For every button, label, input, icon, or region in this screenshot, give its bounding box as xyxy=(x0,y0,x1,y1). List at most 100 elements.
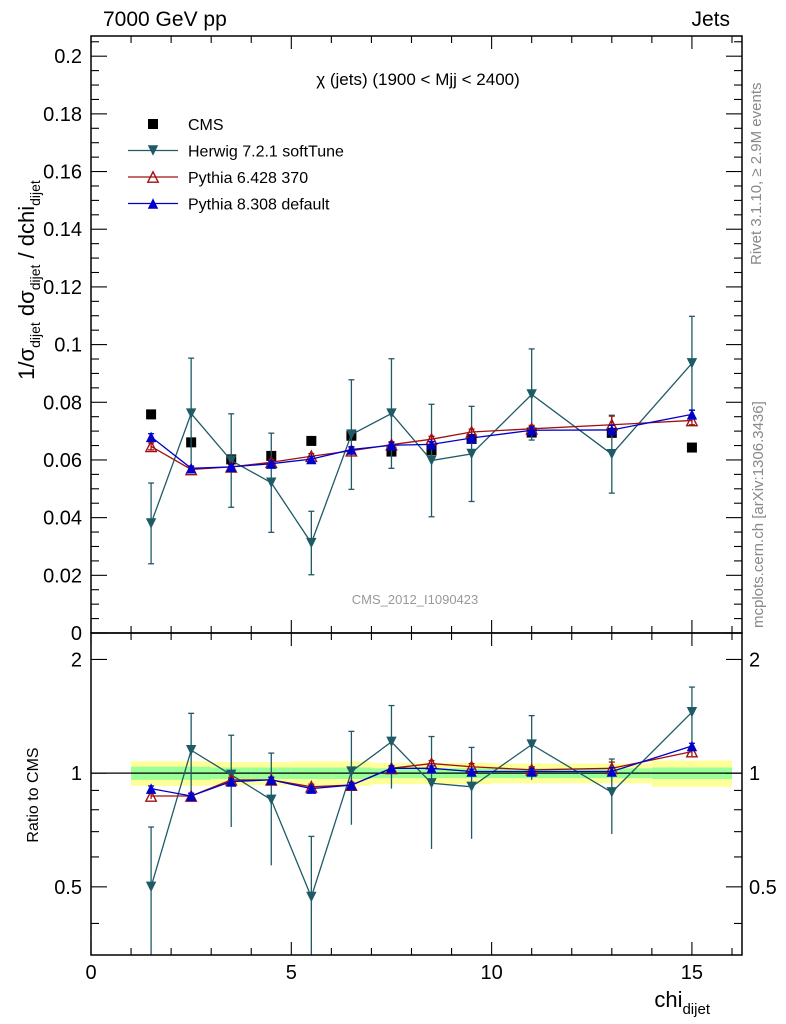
ratio-point xyxy=(266,794,277,806)
x-tick-label: 10 xyxy=(480,962,502,984)
data-point xyxy=(185,408,197,419)
ratio-point xyxy=(466,766,477,777)
data-point xyxy=(266,458,277,469)
ratio-series-pythia-8-308-default xyxy=(145,740,698,802)
legend-marker xyxy=(147,145,159,156)
y-tick-label: 0.16 xyxy=(43,162,82,184)
data-point xyxy=(146,409,157,420)
y-tick-label: 0.18 xyxy=(43,104,82,126)
ratio-point xyxy=(686,707,698,718)
data-point xyxy=(686,358,698,369)
ratio-series-herwig-7-2-1-softtune xyxy=(145,686,698,955)
y-tick-label: 0.06 xyxy=(43,450,82,472)
ratio-line xyxy=(150,711,693,899)
series-line xyxy=(150,413,693,469)
x-tick-label: 5 xyxy=(286,962,297,984)
ratio-point xyxy=(685,744,699,758)
ratio-tick-label-right: 2 xyxy=(749,649,760,671)
data-point xyxy=(426,455,437,466)
data-point xyxy=(386,408,397,419)
series-herwig-7-2-1-softtune xyxy=(145,315,698,576)
ratio-tick-label: 0.5 xyxy=(54,877,82,899)
y-tick-label: 0.2 xyxy=(54,46,82,68)
y-tick-label: 0.1 xyxy=(54,335,82,357)
legend-label: CMS xyxy=(188,117,224,134)
legend-label: Herwig 7.2.1 softTune xyxy=(188,144,344,161)
ratio-point xyxy=(185,790,197,802)
y-axis-title-ratio: Ratio to CMS xyxy=(25,747,42,842)
x-tick-label: 15 xyxy=(681,962,703,984)
y-tick-label: 0.12 xyxy=(43,277,82,299)
ratio-point xyxy=(306,891,317,903)
ratio-tick-label-right: 1 xyxy=(749,763,760,785)
data-point xyxy=(145,518,157,529)
y-tick-label: 0 xyxy=(71,623,82,645)
ratio-frame xyxy=(90,632,743,956)
legend-label: Pythia 8.308 default xyxy=(188,197,330,214)
ratio-point xyxy=(145,881,157,893)
ratio-point xyxy=(426,763,437,774)
ratio-point xyxy=(526,766,537,777)
ratio-point xyxy=(346,779,357,791)
data-point xyxy=(426,439,437,450)
data-point xyxy=(686,409,698,420)
data-point xyxy=(526,389,537,400)
data-point xyxy=(306,453,317,465)
data-point xyxy=(346,444,357,455)
data-point xyxy=(145,431,157,443)
ratio-point xyxy=(386,763,397,774)
ratio-point xyxy=(426,778,437,789)
series-line xyxy=(150,362,693,545)
ratio-tick-label: 2 xyxy=(71,649,82,671)
header-right: Jets xyxy=(691,8,730,31)
ratio-point xyxy=(606,766,617,777)
y-axis-title-main: 1/σdijet dσdijet / dchidijet xyxy=(14,180,43,380)
data-point xyxy=(466,432,477,444)
ratio-line xyxy=(150,745,693,797)
axis-ticks: 0 5 10 15 0 0.02 0.04 0.06 0.08 0.1 0.12 0.14 0.16 0.… xyxy=(43,36,777,984)
ratio-tick-label: 1 xyxy=(71,763,82,785)
data-point xyxy=(346,429,357,440)
legend: CMS Herwig 7.2.1 softTune Pythia 6.428 370… xyxy=(128,117,344,214)
data-point xyxy=(226,461,237,473)
legend-entry: CMS xyxy=(148,117,224,134)
data-point xyxy=(466,448,477,460)
legend-marker xyxy=(148,119,158,129)
mcplots-label: mcplots.cern.ch [arXiv:1306.3436] xyxy=(750,401,767,628)
ratio-point xyxy=(145,783,157,794)
ratio-point xyxy=(386,736,397,748)
ratio-point xyxy=(606,787,617,798)
ratio-point xyxy=(306,783,317,794)
data-point xyxy=(686,442,697,453)
data-point xyxy=(526,425,537,436)
svg-text:1/σdijet dσdijet / dchidijet: 1/σdijet dσdijet / dchidijet xyxy=(14,180,43,380)
legend-marker xyxy=(146,170,160,183)
data-point xyxy=(386,440,397,451)
ratio-point xyxy=(346,766,357,777)
ratio-point xyxy=(144,789,158,802)
header-left: 7000 GeV pp xyxy=(103,8,227,31)
chart-title: χ (jets) (1900 < Mjj < 2400) xyxy=(316,70,520,89)
legend-label: Pythia 6.428 370 xyxy=(188,170,308,187)
data-point xyxy=(306,537,317,549)
x-tick-label: 0 xyxy=(85,962,96,984)
legend-marker xyxy=(147,198,159,209)
y-tick-label: 0.14 xyxy=(43,219,82,241)
y-tick-label: 0.04 xyxy=(43,508,82,530)
watermark: CMS_2012_I1090423 xyxy=(352,592,479,607)
ratio-point xyxy=(226,776,237,787)
data-point xyxy=(606,424,617,436)
data-point xyxy=(606,448,617,460)
legend-entry: Pythia 6.428 370 xyxy=(128,170,308,187)
data-point xyxy=(144,439,158,453)
rivet-label: Rivet 3.1.10, ≥ 2.9M events xyxy=(748,83,765,266)
ratio-point xyxy=(266,774,277,786)
data-point xyxy=(185,463,197,474)
y-tick-label: 0.02 xyxy=(43,565,82,587)
ratio-point xyxy=(686,740,698,752)
legend-entry: Herwig 7.2.1 softTune xyxy=(128,144,344,161)
x-axis-title: chidijet xyxy=(654,987,710,1018)
data-point xyxy=(266,477,277,488)
series-pythia-8-308-default xyxy=(145,409,698,474)
